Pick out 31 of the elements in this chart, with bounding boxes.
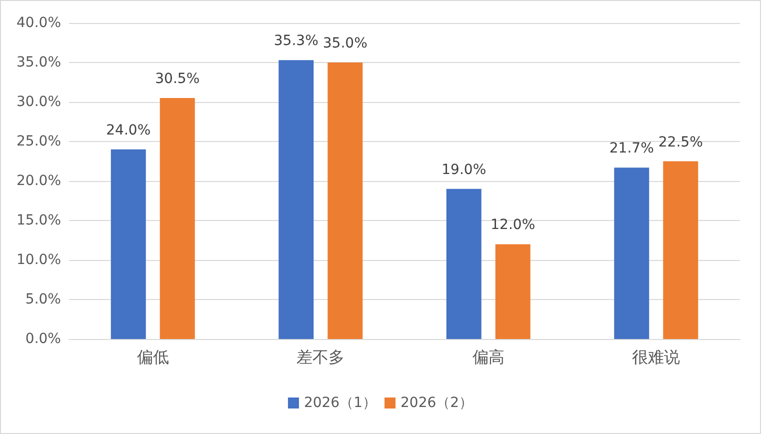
x-tick-label: 偏低 — [136, 348, 169, 366]
x-tick-label: 差不多 — [296, 348, 345, 366]
data-label: 19.0% — [442, 162, 486, 178]
bar — [663, 161, 698, 339]
y-tick-label: 15.0% — [16, 212, 61, 228]
legend-label: 2026（1） — [304, 395, 377, 411]
bar — [446, 188, 482, 339]
y-tick-label: 10.0% — [16, 252, 61, 268]
bar — [160, 98, 195, 339]
data-label: 35.3% — [274, 33, 318, 50]
data-label: 30.5% — [155, 71, 200, 88]
y-tick-label: 0.0% — [25, 331, 61, 347]
y-tick-label: 5.0% — [25, 292, 61, 308]
x-tick-label: 很难说 — [632, 348, 680, 366]
bar — [614, 168, 650, 339]
data-label: 35.0% — [322, 36, 368, 52]
data-label: 12.0% — [490, 217, 536, 234]
y-tick-label: 40.0% — [16, 15, 61, 31]
data-label: 22.5% — [658, 134, 703, 150]
y-tick-label: 35.0% — [16, 54, 61, 70]
data-label: 21.7% — [609, 140, 654, 157]
y-tick-label: 20.0% — [16, 173, 61, 189]
legend-label: 2026（2） — [400, 395, 474, 411]
y-tick-label: 25.0% — [16, 134, 61, 150]
y-tick-label: 30.0% — [16, 94, 61, 110]
x-tick-label: 偏高 — [472, 348, 504, 366]
bar — [110, 149, 146, 339]
data-label: 24.0% — [106, 122, 151, 138]
bar — [495, 244, 530, 339]
bar — [328, 62, 363, 339]
bar — [278, 60, 314, 339]
